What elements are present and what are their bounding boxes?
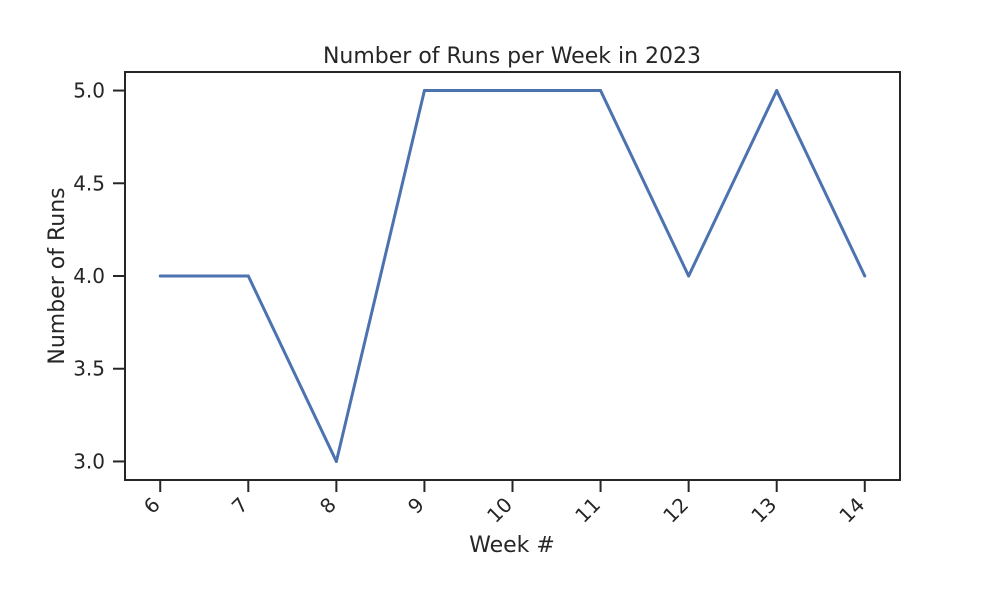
series-line — [160, 89, 867, 463]
data-point — [775, 89, 779, 93]
plot-frame — [124, 71, 901, 481]
x-tick-label: 14 — [834, 493, 869, 528]
x-axis-ticks: 6 7 8 9 10 11 12 13 14 — [139, 480, 869, 528]
x-tick-label: 9 — [403, 493, 429, 519]
data-point — [158, 274, 162, 278]
y-tick-label: 3.0 — [73, 449, 105, 473]
y-tick-label: 4.5 — [73, 171, 105, 195]
y-tick-label: 5.0 — [73, 79, 105, 103]
x-tick-label: 8 — [315, 493, 341, 519]
x-tick-label: 7 — [227, 493, 253, 519]
x-axis-label: Week # — [469, 533, 555, 558]
data-point — [687, 274, 691, 278]
x-tick-label: 13 — [746, 493, 781, 528]
data-point — [422, 89, 426, 93]
data-point — [246, 274, 250, 278]
y-tick-label: 4.0 — [73, 264, 105, 288]
data-point — [599, 89, 603, 93]
x-tick-label: 11 — [570, 493, 605, 528]
data-point — [334, 459, 338, 463]
y-tick-label: 3.5 — [73, 357, 105, 381]
y-axis-ticks: 3.0 3.5 4.0 4.5 5.0 — [73, 79, 125, 473]
x-tick-label: 12 — [658, 493, 693, 528]
chart-title: Number of Runs per Week in 2023 — [323, 44, 701, 69]
data-point — [863, 274, 867, 278]
x-tick-label: 6 — [139, 493, 165, 519]
x-tick-label: 10 — [482, 493, 517, 528]
data-point — [511, 89, 514, 93]
series-layer — [158, 89, 867, 463]
y-axis-label: Number of Runs — [45, 187, 70, 364]
